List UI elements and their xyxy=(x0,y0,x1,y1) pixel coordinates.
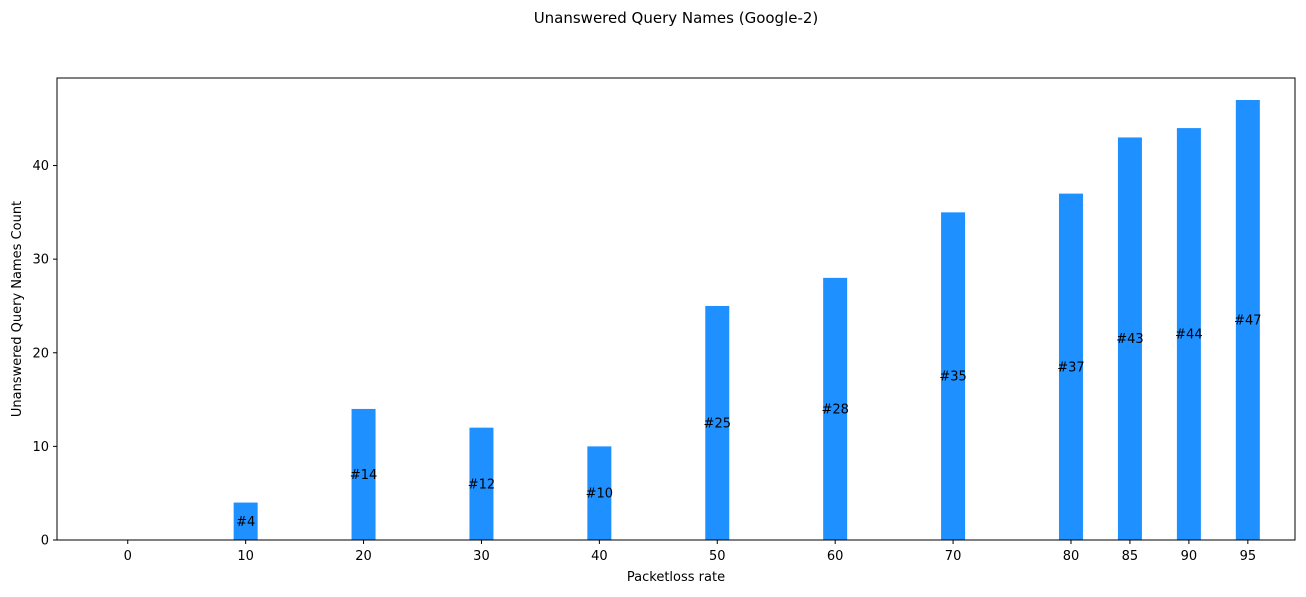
bar-data-label: #37 xyxy=(1057,360,1084,375)
bar-data-label: #44 xyxy=(1175,328,1202,343)
bar xyxy=(233,502,258,540)
bar-data-label: #14 xyxy=(350,468,377,483)
y-tick-label: 10 xyxy=(32,440,49,455)
x-tick-label: 20 xyxy=(355,549,372,564)
x-tick-label: 90 xyxy=(1181,549,1198,564)
x-tick-label: 80 xyxy=(1063,549,1080,564)
y-tick-label: 40 xyxy=(32,159,49,174)
bar-data-label: #12 xyxy=(468,477,495,492)
bar xyxy=(351,408,376,540)
bar-data-label: #28 xyxy=(821,402,848,417)
x-tick-label: 0 xyxy=(124,549,132,564)
bar xyxy=(823,277,848,540)
x-tick-label: 95 xyxy=(1240,549,1257,564)
bar xyxy=(1117,137,1142,540)
bar xyxy=(469,427,494,540)
bar-data-label: #43 xyxy=(1116,332,1143,347)
x-tick-label: 40 xyxy=(591,549,608,564)
y-tick-label: 20 xyxy=(32,346,49,361)
bar xyxy=(1058,193,1083,540)
y-tick-label: 0 xyxy=(41,534,49,549)
bar xyxy=(705,305,730,540)
bar-data-label: #4 xyxy=(236,515,255,530)
bar-data-label: #10 xyxy=(586,487,613,502)
x-tick-label: 10 xyxy=(237,549,254,564)
plot-frame xyxy=(56,77,1296,541)
bar-data-label: #35 xyxy=(939,370,966,385)
bars-layer xyxy=(233,100,1260,540)
x-tick-label: 60 xyxy=(827,549,844,564)
axes-layer: 0 10 20 30 40 50 60 70 80 85 90 95 0 10 20 30 40 xyxy=(32,77,1296,564)
x-tick-label: 50 xyxy=(709,549,726,564)
x-tick-label: 70 xyxy=(945,549,962,564)
x-axis-label: Packetloss rate xyxy=(627,570,725,585)
bar xyxy=(1176,128,1201,540)
y-axis-label: Unanswered Query Names Count xyxy=(10,201,25,417)
bar xyxy=(941,212,966,540)
bar-data-label: #25 xyxy=(704,416,731,431)
bar xyxy=(587,446,612,540)
data-labels-layer: #4 #14 #12 #10 #25 #28 #35 #37 #43 #44 #47 xyxy=(236,314,1261,530)
y-tick-label: 30 xyxy=(32,253,49,268)
chart-title: Unanswered Query Names (Google-2) xyxy=(534,9,819,27)
bar xyxy=(1235,100,1260,540)
bar-data-label: #47 xyxy=(1234,314,1261,329)
x-tick-label: 85 xyxy=(1122,549,1139,564)
x-tick-label: 30 xyxy=(473,549,490,564)
